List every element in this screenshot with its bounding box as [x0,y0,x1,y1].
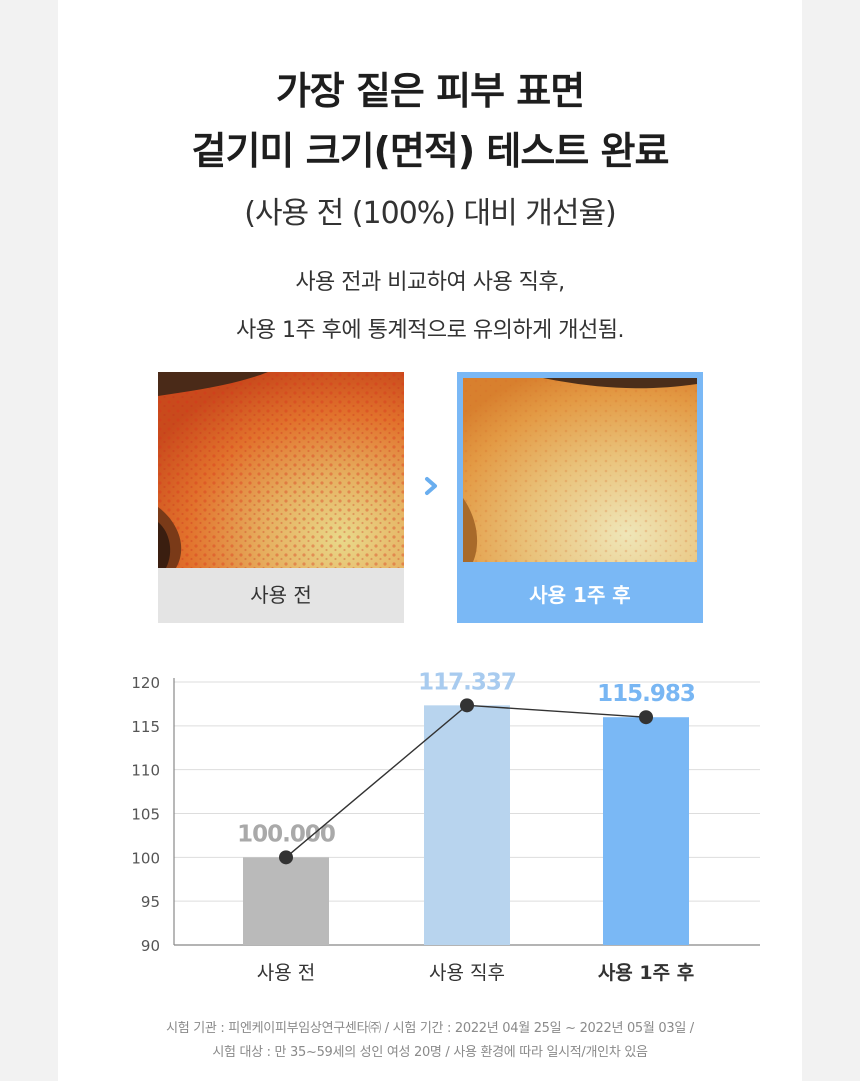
before-skin-photo [158,372,404,568]
category-label-2: 사용 직후 [429,962,505,984]
y-tick-label: 90 [141,937,160,955]
after-skin-photo [463,378,697,562]
data-point-1 [279,850,293,865]
description-line1: 사용 전과 비교하여 사용 직후, [295,270,565,295]
footnote-line2: 시험 대상 : 만 35~59세의 성인 여성 20명 / 사용 환경에 따라 … [212,1045,648,1060]
bar-1 [243,857,329,945]
page-title-line1: 가장 짙은 피부 표면 [275,69,585,113]
page-subtitle: (사용 전 (100%) 대비 개선율) [244,196,617,231]
category-label-1: 사용 전 [257,962,315,984]
footnote-line1: 시험 기관 : 피엔케이피부임상연구센타㈜ / 시험 기간 : 2022년 04… [166,1021,694,1036]
description-line2: 사용 1주 후에 통계적으로 유의하게 개선됨. [235,318,625,343]
chevron-right-icon [425,477,437,495]
y-tick-label: 105 [131,806,160,824]
value-label-3: 115.983 [597,681,695,707]
before-label: 사용 전 [250,583,312,607]
y-tick-label: 95 [141,893,160,911]
y-tick-label: 100 [131,849,160,867]
before-photo-card: 사용 전 [158,372,404,623]
y-tick-label: 110 [131,762,160,780]
bar-2 [424,705,510,945]
page-title-line2: 겉기미 크기(면적) 테스트 완료 [191,129,670,173]
bar-3 [603,717,689,945]
data-point-2 [460,698,474,713]
content-card: 가장 짙은 피부 표면 겉기미 크기(면적) 테스트 완료 (사용 전 (100… [58,0,802,1081]
after-label: 사용 1주 후 [529,583,631,607]
y-tick-label: 120 [131,674,160,692]
category-label-3: 사용 1주 후 [598,962,694,984]
y-tick-label: 115 [131,718,160,736]
value-label-1: 100.000 [237,821,335,847]
data-point-3 [639,710,653,725]
after-photo-card: 사용 1주 후 [457,372,703,623]
value-label-2: 117.337 [418,669,516,695]
